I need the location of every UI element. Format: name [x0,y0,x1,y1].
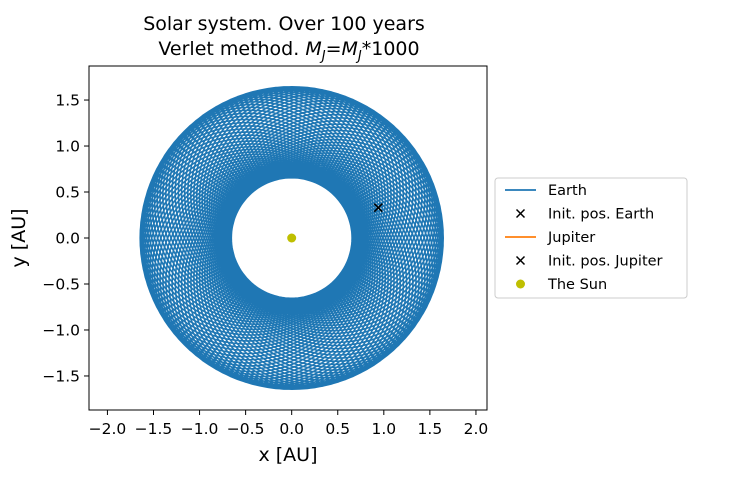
legend: Earth Init. pos. Earth Jupiter Init. pos. J… [494,177,688,299]
legend-label: Init. pos. Jupiter [548,254,663,270]
x-tick-label: 0.0 [279,420,304,438]
title-mass-lhs-sub: J [319,49,326,64]
init-pos-marker [373,203,383,213]
x-tick-label: 2.0 [464,420,489,438]
legend-item: The Sun [516,277,607,293]
x-axis-label: x [AU] [258,444,317,466]
y-tick-label: 0.0 [55,230,80,248]
legend-item: Init. pos. Earth [515,207,654,223]
x-tick-label: −1.0 [181,420,219,438]
title-mass-rhs-sub: J [355,49,362,64]
legend-item: Jupiter [505,230,595,246]
x-axis-ticks: −2.0 −1.5 −1.0 −0.5 0.0 0.5 1.0 1.5 2.0 [89,410,489,438]
x-tick-label: −2.0 [89,420,127,438]
y-axis-ticks: −1.5 −1.0 −0.5 0.0 0.5 1.0 1.5 [42,92,89,385]
y-tick-label: 1.5 [55,92,80,110]
y-tick-label: −0.5 [42,275,80,293]
title-suffix: *1000 [362,38,420,60]
sun-marker [287,233,297,243]
legend-x-swatch [515,255,526,266]
legend-label: The Sun [547,277,607,293]
y-tick-label: −1.0 [42,321,80,339]
earth-orbit-line [139,86,444,390]
legend-item: Earth [505,183,587,199]
legend-dot-swatch [516,279,525,289]
x-tick-label: 0.5 [325,420,350,438]
y-tick-label: −1.5 [42,367,80,385]
legend-label: Init. pos. Earth [548,207,654,223]
series-layer [139,86,444,390]
x-tick-label: −0.5 [227,420,265,438]
legend-label: Earth [548,183,587,199]
x-tick-label: −1.5 [135,420,173,438]
chart-title-line1: Solar system. Over 100 years [143,13,425,35]
y-tick-label: 0.5 [55,184,80,202]
legend-x-swatch [515,208,526,219]
title-mass-lhs: M [305,38,321,60]
title-mass-rhs: M [342,38,358,60]
legend-item: Init. pos. Jupiter [515,254,663,270]
legend-label: Jupiter [547,230,595,246]
title-prefix: Verlet method. [158,38,305,60]
y-axis-label: y [AU] [8,208,30,267]
chart-title-line2: Verlet method. MJ=MJ*1000 [158,38,419,64]
plot-area [139,86,444,390]
x-tick-label: 1.5 [418,420,443,438]
title-eq: = [326,38,342,60]
y-tick-label: 1.0 [55,138,80,156]
x-tick-label: 1.0 [371,420,396,438]
legend-box [494,177,688,299]
